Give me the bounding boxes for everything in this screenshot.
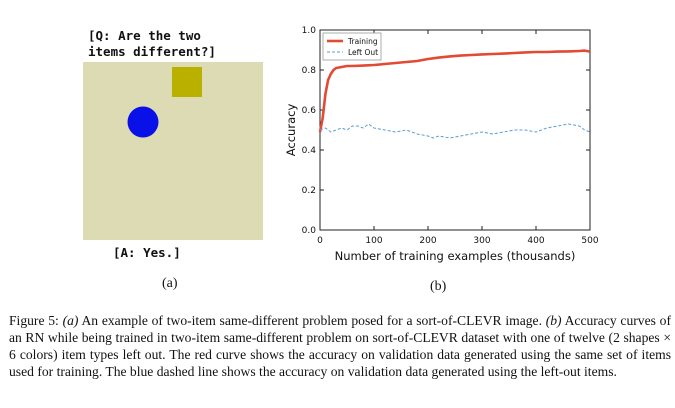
x-tick-label: 400 <box>527 236 544 246</box>
question-line-2: items different?] <box>88 44 216 59</box>
answer-text: [A: Yes.] <box>113 245 181 260</box>
caption-part-a-text: An example of two-item same-different pr… <box>78 313 546 328</box>
legend-label: Left Out <box>348 48 378 57</box>
panel-label-b: (b) <box>430 279 447 294</box>
y-tick-label: 1.0 <box>302 26 317 36</box>
x-tick-label: 200 <box>419 236 436 246</box>
caption-part-b-text: Accuracy curves of an RN while being tra… <box>9 313 671 379</box>
figure-caption: Figure 5: (a) An example of two-item sam… <box>9 312 671 380</box>
y-axis-label: Accuracy <box>284 104 298 157</box>
y-tick-label: 0.8 <box>302 66 317 76</box>
x-tick-label: 500 <box>581 236 598 246</box>
accuracy-chart: Training Left Out 0.0 0.2 0.4 0.6 0.8 1.0 0 100 2… <box>284 26 599 263</box>
y-tick-label: 0.2 <box>302 186 316 196</box>
yellow-square-item <box>172 67 202 97</box>
x-tick-label: 300 <box>473 236 490 246</box>
x-axis-label: Number of training examples (thousands) <box>335 249 576 263</box>
x-tick-label: 100 <box>365 236 382 246</box>
y-tick-label: 0.6 <box>302 106 317 116</box>
question-line-1: [Q: Are the two <box>88 28 201 43</box>
y-tick-label: 0.4 <box>302 146 317 156</box>
legend-label: Training <box>347 37 378 46</box>
sort-of-clevr-scene <box>83 62 263 240</box>
series-line-left-out <box>319 123 591 139</box>
y-tick-label: 0.0 <box>302 226 317 236</box>
x-tick-label: 0 <box>317 236 323 246</box>
legend-box <box>322 32 382 61</box>
caption-lead: Figure 5: <box>9 313 63 328</box>
series-line-training <box>318 49 591 133</box>
panel-label-a: (a) <box>162 276 178 291</box>
caption-part-a-label: (a) <box>62 313 79 328</box>
caption-part-b-label: (b) <box>545 313 562 328</box>
blue-circle-item <box>127 106 159 138</box>
